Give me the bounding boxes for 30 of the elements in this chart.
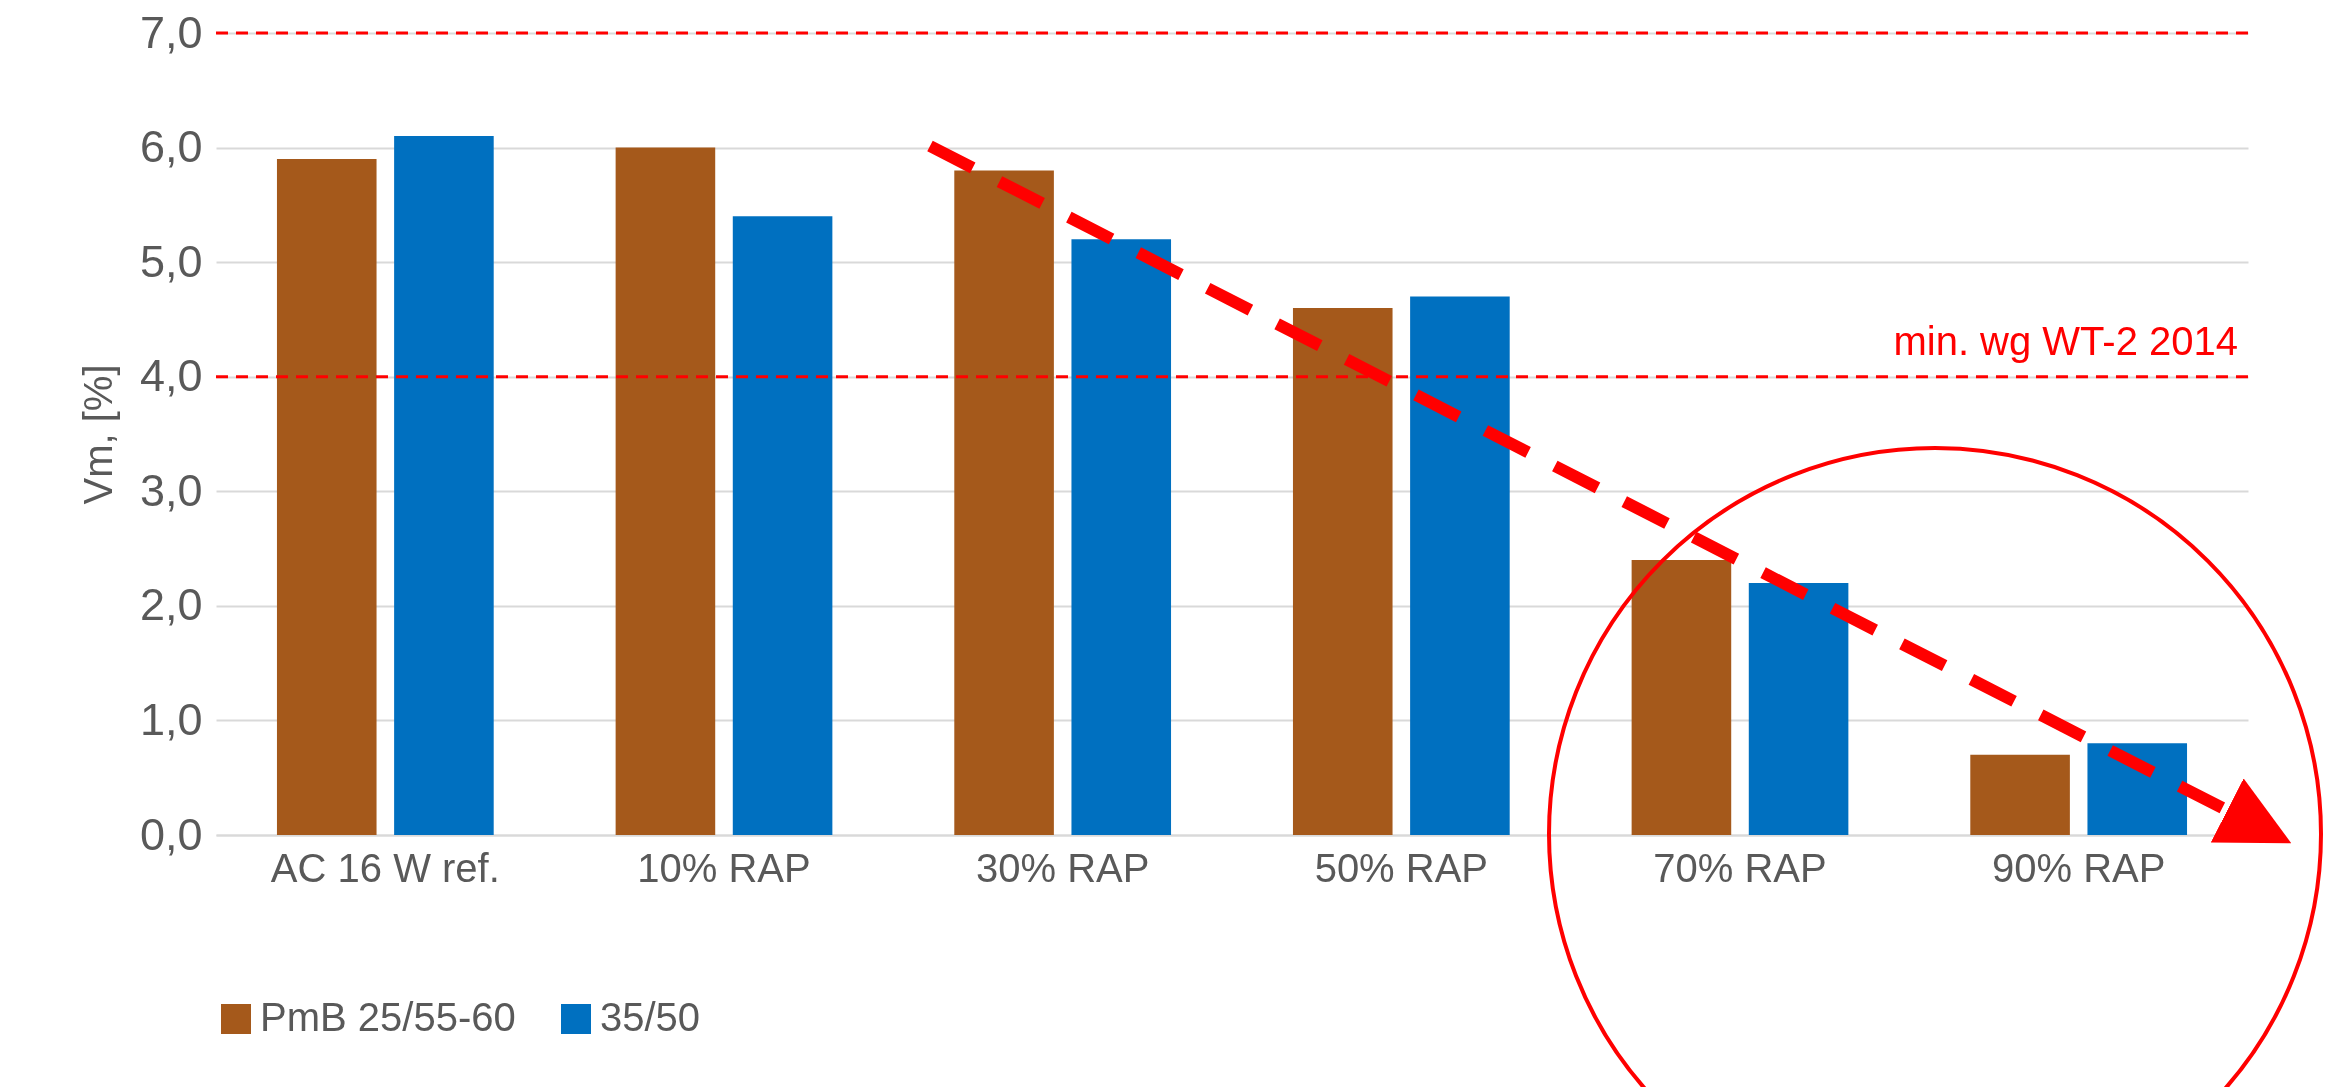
x-tick-label: 90% RAP [1991,845,2166,890]
bar [615,147,716,835]
bar [2087,743,2188,835]
y-tick-label: 1,0 [139,693,203,745]
bar [954,170,1054,835]
y-tick-label: 5,0 [139,235,203,287]
bar [1631,560,1732,835]
x-tick-label: 30% RAP [975,845,1150,890]
x-tick-label: AC 16 W ref. [270,845,500,890]
x-tick-label: 10% RAP [637,845,811,890]
bar [276,159,377,835]
bar [1410,296,1510,835]
legend-label: 35/50 [600,995,701,1039]
y-tick-label: 6,0 [139,121,203,173]
bar [1292,307,1393,835]
bar [1748,582,1849,835]
y-tick-label: 0,0 [139,808,203,860]
x-tick-label: 70% RAP [1653,845,1827,890]
ref-line-label: min. wg WT-2 2014 [1893,318,2238,363]
y-tick-label: 4,0 [139,350,203,402]
y-tick-label: 7,0 [139,6,203,58]
bar [394,136,494,835]
legend-label: PmB 25/55-60 [260,995,516,1039]
x-tick-label: 50% RAP [1314,845,1489,890]
bar [1071,239,1172,835]
y-tick-label: 3,0 [139,464,203,516]
y-tick-label: 2,0 [139,579,203,631]
y-axis-title: Vm, [%] [75,364,120,505]
bar [732,216,833,835]
bar [1970,754,2070,835]
